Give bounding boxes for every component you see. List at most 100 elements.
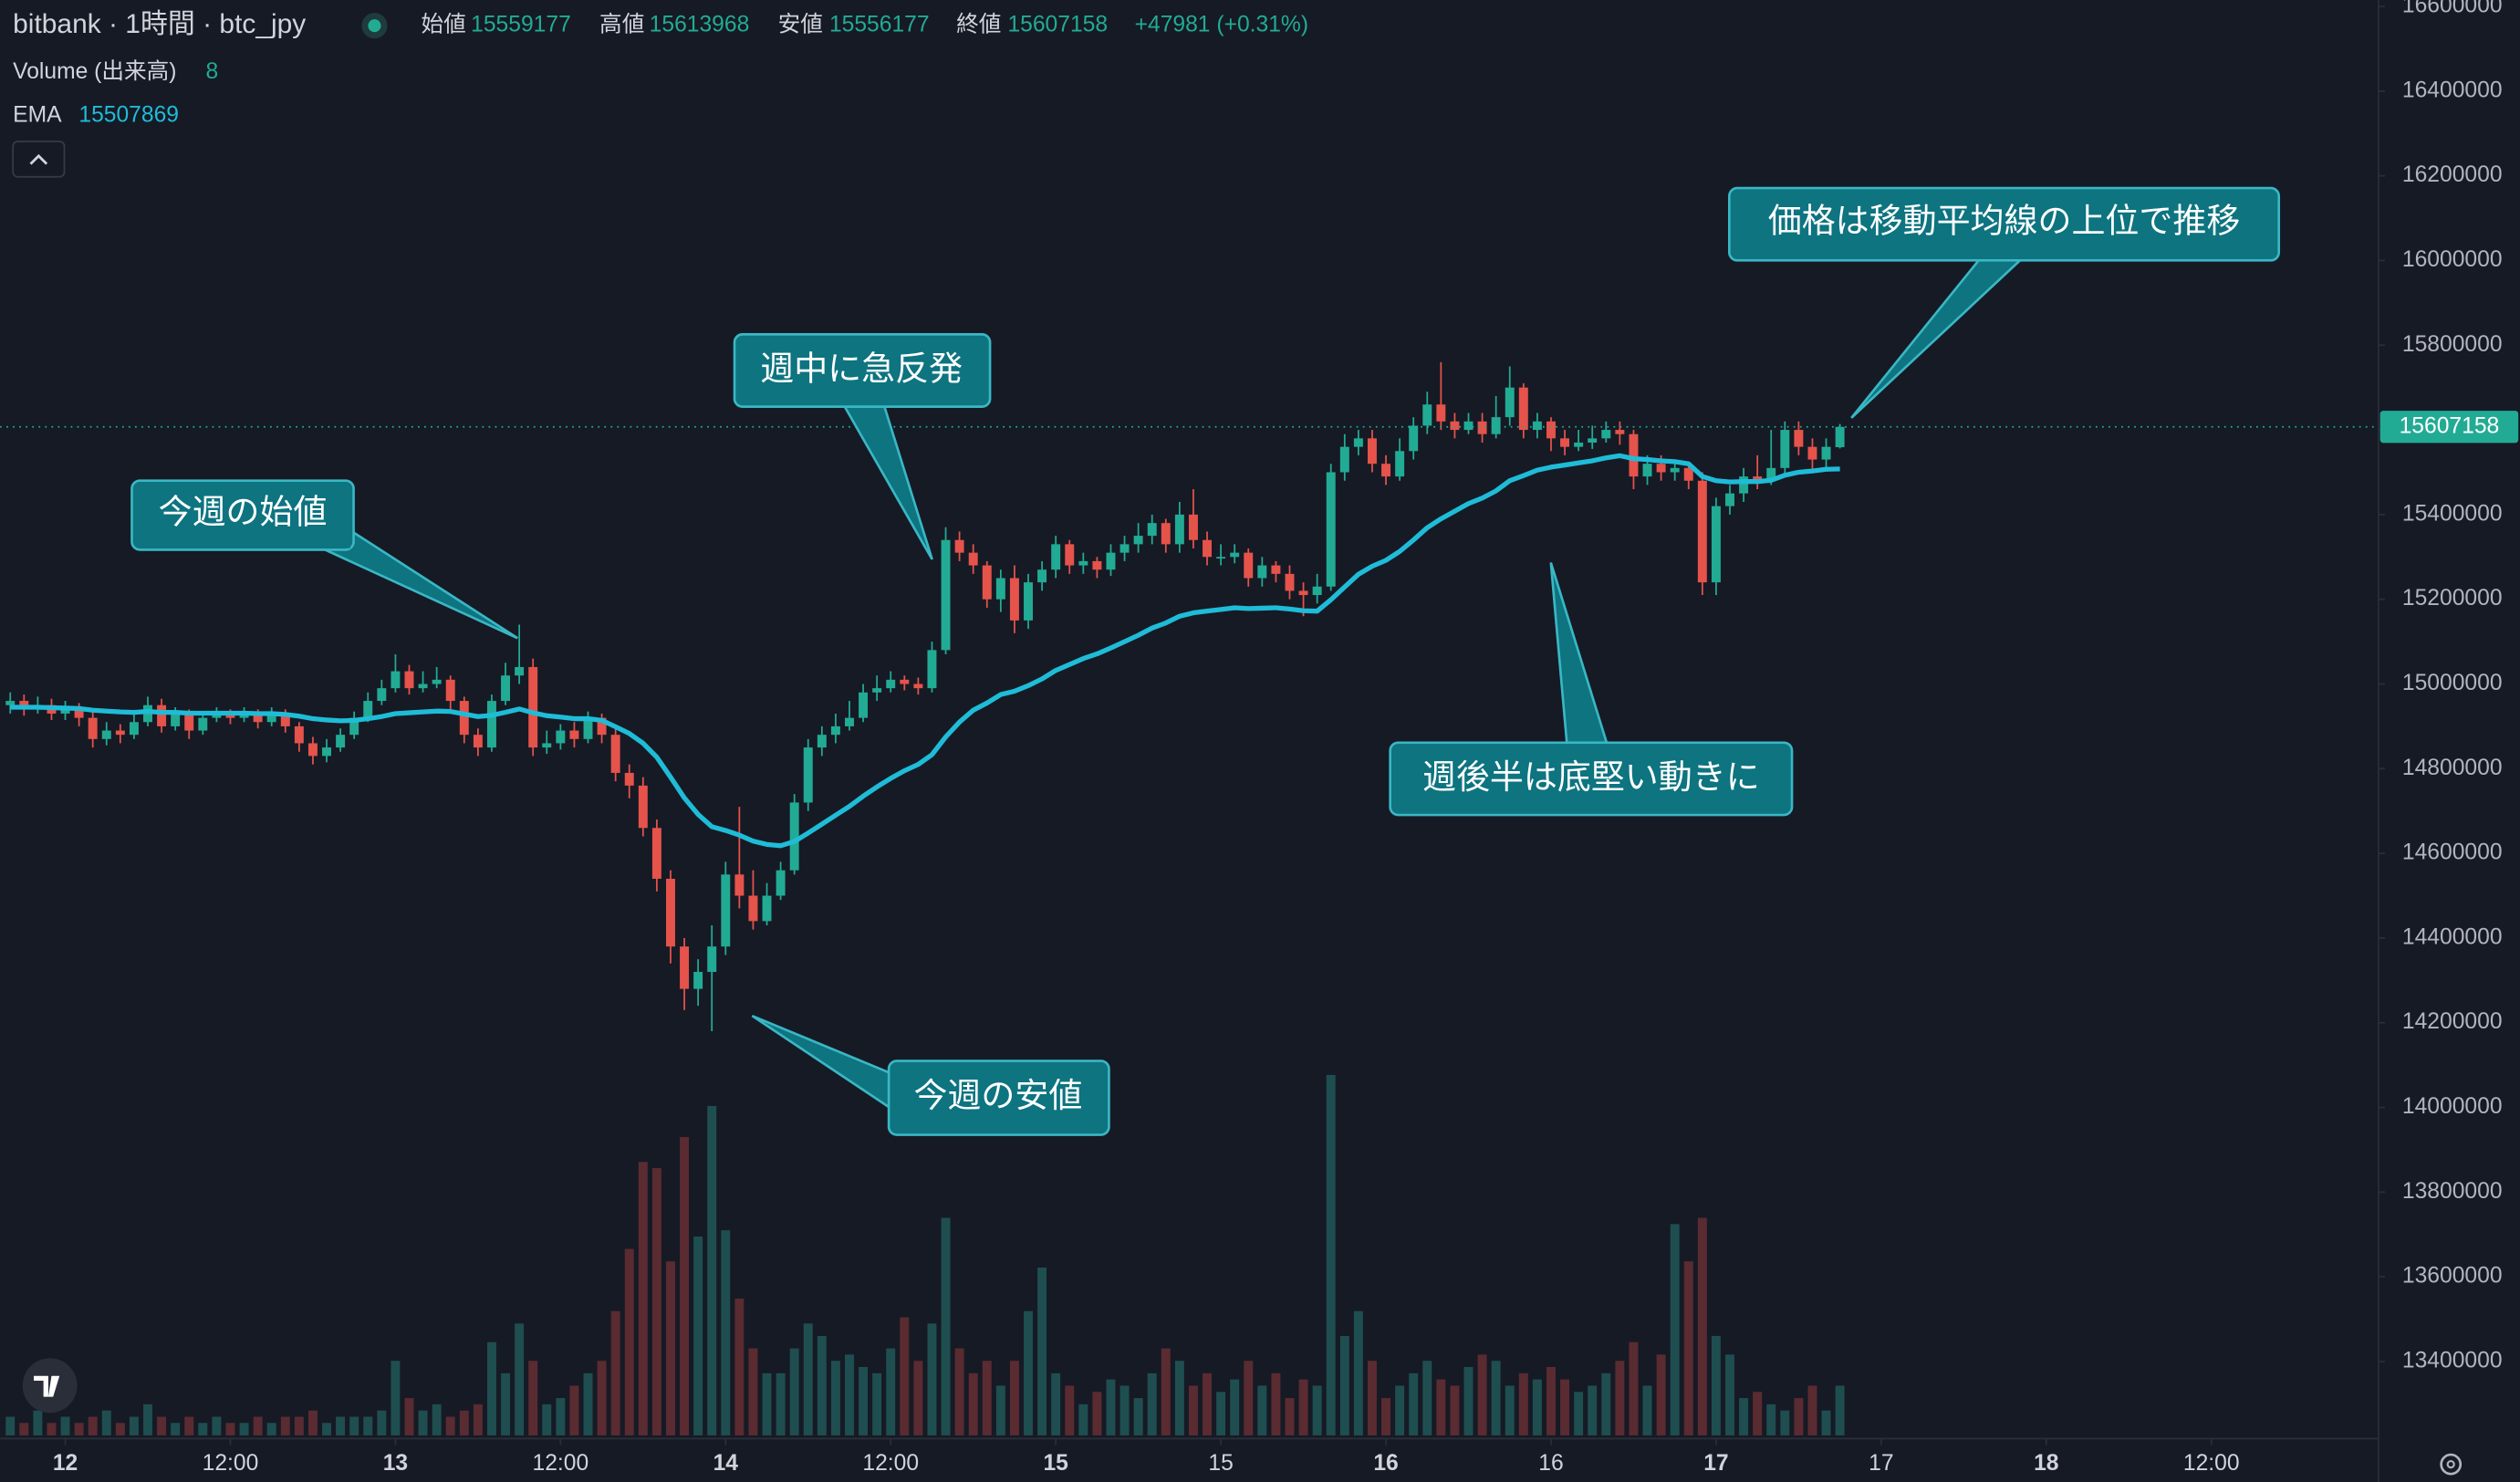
volume-bar <box>1766 1404 1776 1435</box>
volume-bar <box>129 1416 139 1435</box>
logo-mark <box>34 1375 60 1397</box>
candle-body <box>789 802 799 871</box>
candle-body <box>1353 438 1363 447</box>
candle-body <box>129 722 139 736</box>
candle-body <box>1518 387 1528 431</box>
candle-body <box>803 747 813 803</box>
candle-body <box>377 688 387 702</box>
candle-body <box>1285 573 1295 591</box>
candle-body <box>1560 438 1570 447</box>
change-value: +47981 (+0.31%) <box>1135 13 1308 37</box>
volume-bar <box>748 1348 758 1435</box>
y-tick-label: 16600000 <box>2402 0 2503 18</box>
volume-bar <box>830 1361 840 1435</box>
volume-bar <box>1230 1379 1240 1435</box>
high-label: 高値 <box>599 12 644 37</box>
y-tick-label: 14800000 <box>2402 756 2503 780</box>
volume-bar <box>1188 1385 1198 1435</box>
callout-text: 週中に急反発 <box>760 350 963 388</box>
volume-bar <box>280 1416 290 1435</box>
volume-bar <box>33 1410 43 1435</box>
candle-body <box>1298 590 1308 596</box>
y-tick-label: 15800000 <box>2402 332 2503 357</box>
volume-bar <box>1835 1385 1845 1435</box>
candle-body <box>1216 557 1226 559</box>
candle-body <box>1339 446 1349 473</box>
candle-body <box>1491 417 1501 434</box>
volume-bar <box>1024 1310 1033 1435</box>
last-price-box <box>2379 411 2519 444</box>
volume-bar <box>995 1385 1005 1435</box>
x-tick-label: 12:00 <box>203 1451 259 1476</box>
candle-body <box>88 717 98 739</box>
volume-bar <box>1381 1398 1391 1435</box>
volume-bar <box>1161 1348 1171 1435</box>
logo[interactable] <box>22 1358 78 1414</box>
callout-box <box>887 1059 1110 1136</box>
candle-body <box>115 730 125 736</box>
volume-bar <box>597 1361 607 1435</box>
volume-bar <box>1588 1385 1598 1435</box>
volume-bar <box>19 1423 29 1435</box>
volume-bar <box>307 1410 318 1435</box>
volume-bar <box>1546 1367 1556 1435</box>
candle-body <box>569 730 579 739</box>
y-tick-label: 16400000 <box>2402 78 2503 102</box>
volume-bar <box>418 1410 428 1435</box>
volume-bar <box>1147 1372 1157 1435</box>
candle-body <box>266 713 276 723</box>
volume-bar <box>225 1423 235 1435</box>
volume-bar <box>1711 1335 1721 1435</box>
volume-bar <box>404 1398 414 1435</box>
settings-icon[interactable] <box>2440 1453 2463 1476</box>
y-tick-label: 14000000 <box>2402 1094 2503 1119</box>
close-label: 終値 <box>956 12 1001 37</box>
callout-joint <box>1981 254 2021 259</box>
volume-bar <box>171 1423 181 1435</box>
volume-bar <box>101 1410 111 1435</box>
volume-bar <box>198 1423 208 1435</box>
status-dot <box>368 19 381 33</box>
collapse-button[interactable] <box>12 141 66 178</box>
volume-bar <box>239 1423 249 1435</box>
candle-body <box>253 713 263 723</box>
candle-body <box>1271 565 1281 574</box>
candle-body <box>5 701 16 705</box>
volume-bar <box>1119 1385 1130 1435</box>
callout: 週後半は底堅い動きに <box>1389 562 1794 817</box>
y-tick-label: 14200000 <box>2402 1009 2503 1034</box>
volume-bar <box>253 1416 263 1435</box>
volume-bar <box>638 1162 648 1435</box>
volume-bar <box>1244 1361 1254 1435</box>
candle-body <box>363 701 373 718</box>
volume-bar <box>266 1423 276 1435</box>
volume-bar <box>336 1416 346 1435</box>
low-value: 15556177 <box>829 13 930 37</box>
volume-bar <box>624 1248 634 1435</box>
volume-bar <box>486 1341 496 1435</box>
volume-bar <box>157 1416 167 1435</box>
volume-bar <box>900 1317 910 1435</box>
y-tick-label: 15400000 <box>2402 501 2503 526</box>
callout: 今週の始値 <box>130 479 518 640</box>
close-value: 15607158 <box>1007 13 1108 37</box>
volume-bar <box>776 1372 786 1435</box>
callout-text: 価格は移動平均線の上位で推移 <box>1768 203 2241 240</box>
candle-body <box>459 701 469 736</box>
volume-bar <box>693 1236 703 1435</box>
volume-bar <box>47 1423 57 1435</box>
candle-body <box>1794 430 1804 447</box>
volume-bar <box>1395 1385 1405 1435</box>
candle-body <box>1753 476 1763 481</box>
x-tick-label: 17 <box>1869 1451 1893 1476</box>
volume-bar <box>1257 1385 1267 1435</box>
volume-bar <box>1601 1372 1611 1435</box>
low-label: 安値 <box>778 12 823 37</box>
candle-body <box>1450 421 1460 431</box>
collapse-icon <box>29 153 48 165</box>
volume-bar <box>1037 1268 1047 1435</box>
candle-body <box>941 539 951 651</box>
volume-bar <box>1106 1379 1116 1435</box>
volume-bar <box>294 1416 304 1435</box>
